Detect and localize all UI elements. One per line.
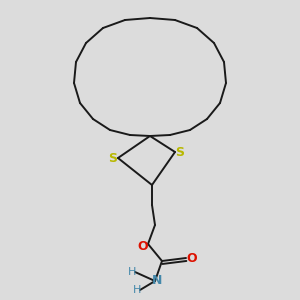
Text: N: N	[152, 274, 162, 287]
Text: S: S	[109, 152, 118, 164]
Text: H: H	[128, 267, 136, 277]
Text: S: S	[176, 146, 184, 158]
Text: H: H	[133, 285, 141, 295]
Text: O: O	[138, 239, 148, 253]
Text: O: O	[187, 251, 197, 265]
